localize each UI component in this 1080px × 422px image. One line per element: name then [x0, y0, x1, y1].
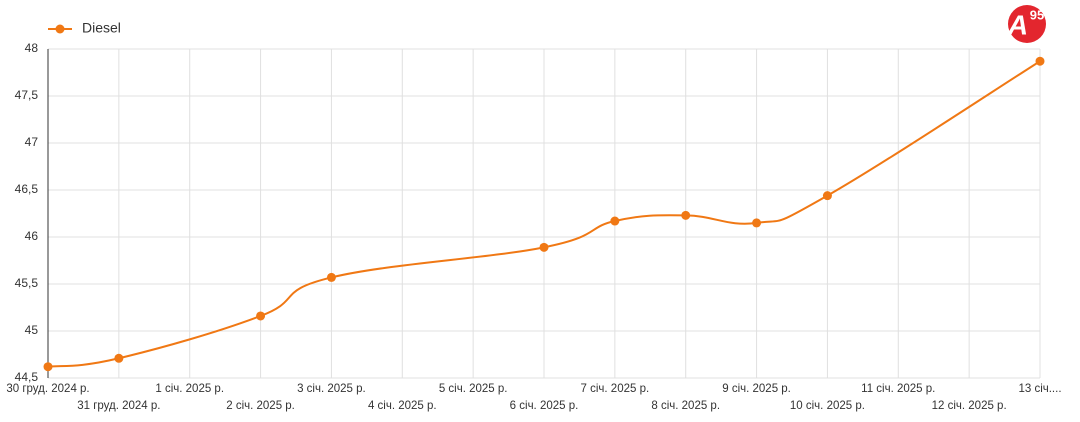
legend-label: Diesel — [82, 20, 121, 36]
x-tick-label: 2 січ. 2025 р. — [226, 400, 295, 412]
x-tick-label: 7 січ. 2025 р. — [581, 383, 650, 395]
y-tick-label: 44,5 — [15, 370, 39, 384]
x-tick-label: 6 січ. 2025 р. — [510, 400, 579, 412]
logo-badge — [1008, 5, 1046, 43]
x-tick-label: 11 січ. 2025 р. — [861, 383, 935, 395]
point — [539, 242, 549, 252]
y-tick-label: 47,5 — [15, 88, 39, 102]
point — [256, 311, 266, 321]
x-tick-label: 5 січ. 2025 р. — [439, 383, 508, 395]
x-tick-label: 1 січ. 2025 р. — [155, 383, 224, 395]
x-tick-label: 9 січ. 2025 р. — [722, 383, 791, 395]
y-tick-label: 46 — [25, 229, 39, 243]
x-tick-label: 8 січ. 2025 р. — [651, 400, 720, 412]
x-tick-label: 31 груд. 2024 р. — [77, 400, 160, 412]
y-tick-label: 45,5 — [15, 276, 39, 290]
line — [47, 60, 1041, 368]
logo-number: 95 — [1030, 7, 1044, 22]
point — [822, 191, 832, 201]
x-tick-label: 30 груд. 2024 р. — [6, 383, 89, 395]
x-tick-label: 4 січ. 2025 р. — [368, 400, 437, 412]
logo-letter: A — [1007, 9, 1028, 40]
x-tick-label: 10 січ. 2025 р. — [790, 400, 865, 412]
x-tick-label: 12 січ. 2025 р. — [932, 400, 1007, 412]
y-tick-label: 46,5 — [15, 182, 39, 196]
point — [43, 362, 53, 372]
logo: A 95 — [1007, 5, 1046, 43]
y-tick-label: 45 — [25, 323, 39, 337]
legend-marker — [55, 24, 65, 34]
point — [752, 218, 762, 228]
point — [326, 272, 336, 282]
point — [681, 210, 691, 220]
point — [610, 216, 620, 226]
y-tick-label: 47 — [25, 135, 39, 149]
x-tick-label: 13 січ.... — [1018, 383, 1061, 395]
point — [1035, 56, 1045, 66]
point — [114, 353, 124, 363]
x-tick-label: 3 січ. 2025 р. — [297, 383, 366, 395]
y-tick-label: 48 — [25, 41, 39, 55]
